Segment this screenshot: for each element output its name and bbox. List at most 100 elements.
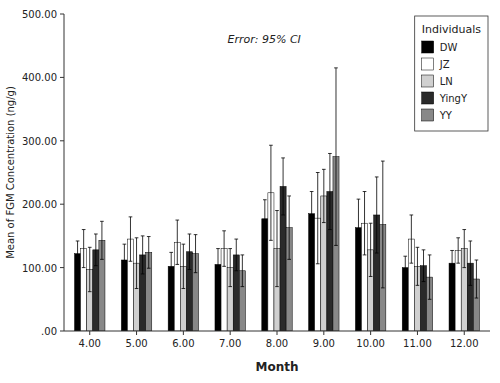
error-line (277, 211, 278, 287)
error-line (242, 255, 243, 287)
error-line (283, 158, 284, 215)
error-cap (182, 244, 186, 245)
error-bar (428, 255, 432, 299)
error-cap (456, 263, 460, 264)
error-bar (241, 255, 245, 287)
error-bar (450, 250, 454, 275)
error-cap (123, 275, 127, 276)
legend-label: JZ (439, 59, 450, 70)
error-bar (129, 217, 133, 261)
error-bar (328, 153, 332, 229)
error-bar (287, 196, 291, 259)
error-line (77, 241, 78, 266)
error-cap (135, 288, 139, 289)
error-bar (375, 177, 379, 253)
error-cap (334, 67, 338, 68)
error-line (130, 217, 131, 261)
y-axis-line (64, 14, 65, 331)
error-line (364, 192, 365, 255)
error-bar (216, 249, 220, 281)
error-cap (310, 235, 314, 236)
error-line (358, 199, 359, 256)
error-line (429, 255, 430, 299)
legend-label: YingY (439, 93, 468, 104)
x-tick-label: 4.00 (79, 338, 101, 349)
error-bar (228, 249, 232, 287)
error-cap (287, 259, 291, 260)
y-tick-label: 500.00 (22, 9, 57, 20)
x-tick (417, 331, 418, 335)
error-line (224, 231, 225, 267)
error-cap (269, 145, 273, 146)
error-cap (310, 191, 314, 192)
x-tick-label: 5.00 (125, 338, 147, 349)
error-cap (456, 237, 460, 238)
x-tick (136, 331, 137, 335)
error-cap (147, 236, 151, 237)
error-bar (222, 231, 226, 267)
x-tick-label: 11.00 (403, 338, 432, 349)
error-cap (416, 247, 420, 248)
error-cap (228, 286, 232, 287)
error-cap (182, 288, 186, 289)
chart: .00100.00200.00300.00400.00500.004.005.0… (0, 0, 500, 383)
error-cap (334, 245, 338, 246)
error-bar (141, 236, 145, 274)
error-bar (175, 220, 179, 264)
error-cap (462, 229, 466, 230)
error-cap (76, 266, 80, 267)
error-cap (82, 267, 86, 268)
x-tick (230, 331, 231, 335)
error-bar (403, 256, 407, 279)
error-cap (450, 275, 454, 276)
error-cap (369, 223, 373, 224)
error-line (323, 169, 324, 222)
error-cap (375, 253, 379, 254)
error-line (230, 249, 231, 287)
error-bar (123, 244, 127, 276)
error-cap (241, 254, 245, 255)
error-line (83, 230, 84, 268)
y-tick-label: .00 (41, 326, 57, 337)
error-bar (475, 260, 479, 298)
error-cap (94, 265, 98, 266)
error-cap (88, 291, 92, 292)
error-cap (194, 272, 198, 273)
error-cap (275, 210, 279, 211)
x-tick-label: 7.00 (219, 338, 241, 349)
error-line (464, 230, 465, 268)
error-line (329, 153, 330, 229)
error-bar (456, 238, 460, 263)
error-line (236, 239, 237, 271)
error-line (148, 237, 149, 269)
error-line (376, 177, 377, 253)
error-cap (403, 256, 407, 257)
error-cap (450, 250, 454, 251)
x-tick (277, 331, 278, 335)
error-line (101, 221, 102, 259)
x-tick-label: 6.00 (172, 338, 194, 349)
error-bar (462, 230, 466, 268)
y-tick (60, 77, 64, 78)
y-tick-label: 400.00 (22, 72, 57, 83)
error-bar (182, 244, 186, 288)
error-cap (135, 237, 139, 238)
error-cap (222, 230, 226, 231)
error-bar (334, 68, 338, 246)
error-cap (428, 299, 432, 300)
y-tick-label: 300.00 (22, 136, 57, 147)
error-cap (88, 247, 92, 248)
error-cap (363, 191, 367, 192)
x-tick (323, 331, 324, 335)
error-cap (222, 266, 226, 267)
error-cap (281, 214, 285, 215)
error-cap (129, 261, 133, 262)
error-line (177, 220, 178, 264)
error-line (218, 249, 219, 281)
error-cap (175, 264, 179, 265)
error-bar (416, 247, 420, 285)
error-bar (357, 199, 361, 256)
error-cap (100, 221, 104, 222)
legend-frame (415, 16, 488, 131)
x-tick-label: 12.00 (450, 338, 479, 349)
